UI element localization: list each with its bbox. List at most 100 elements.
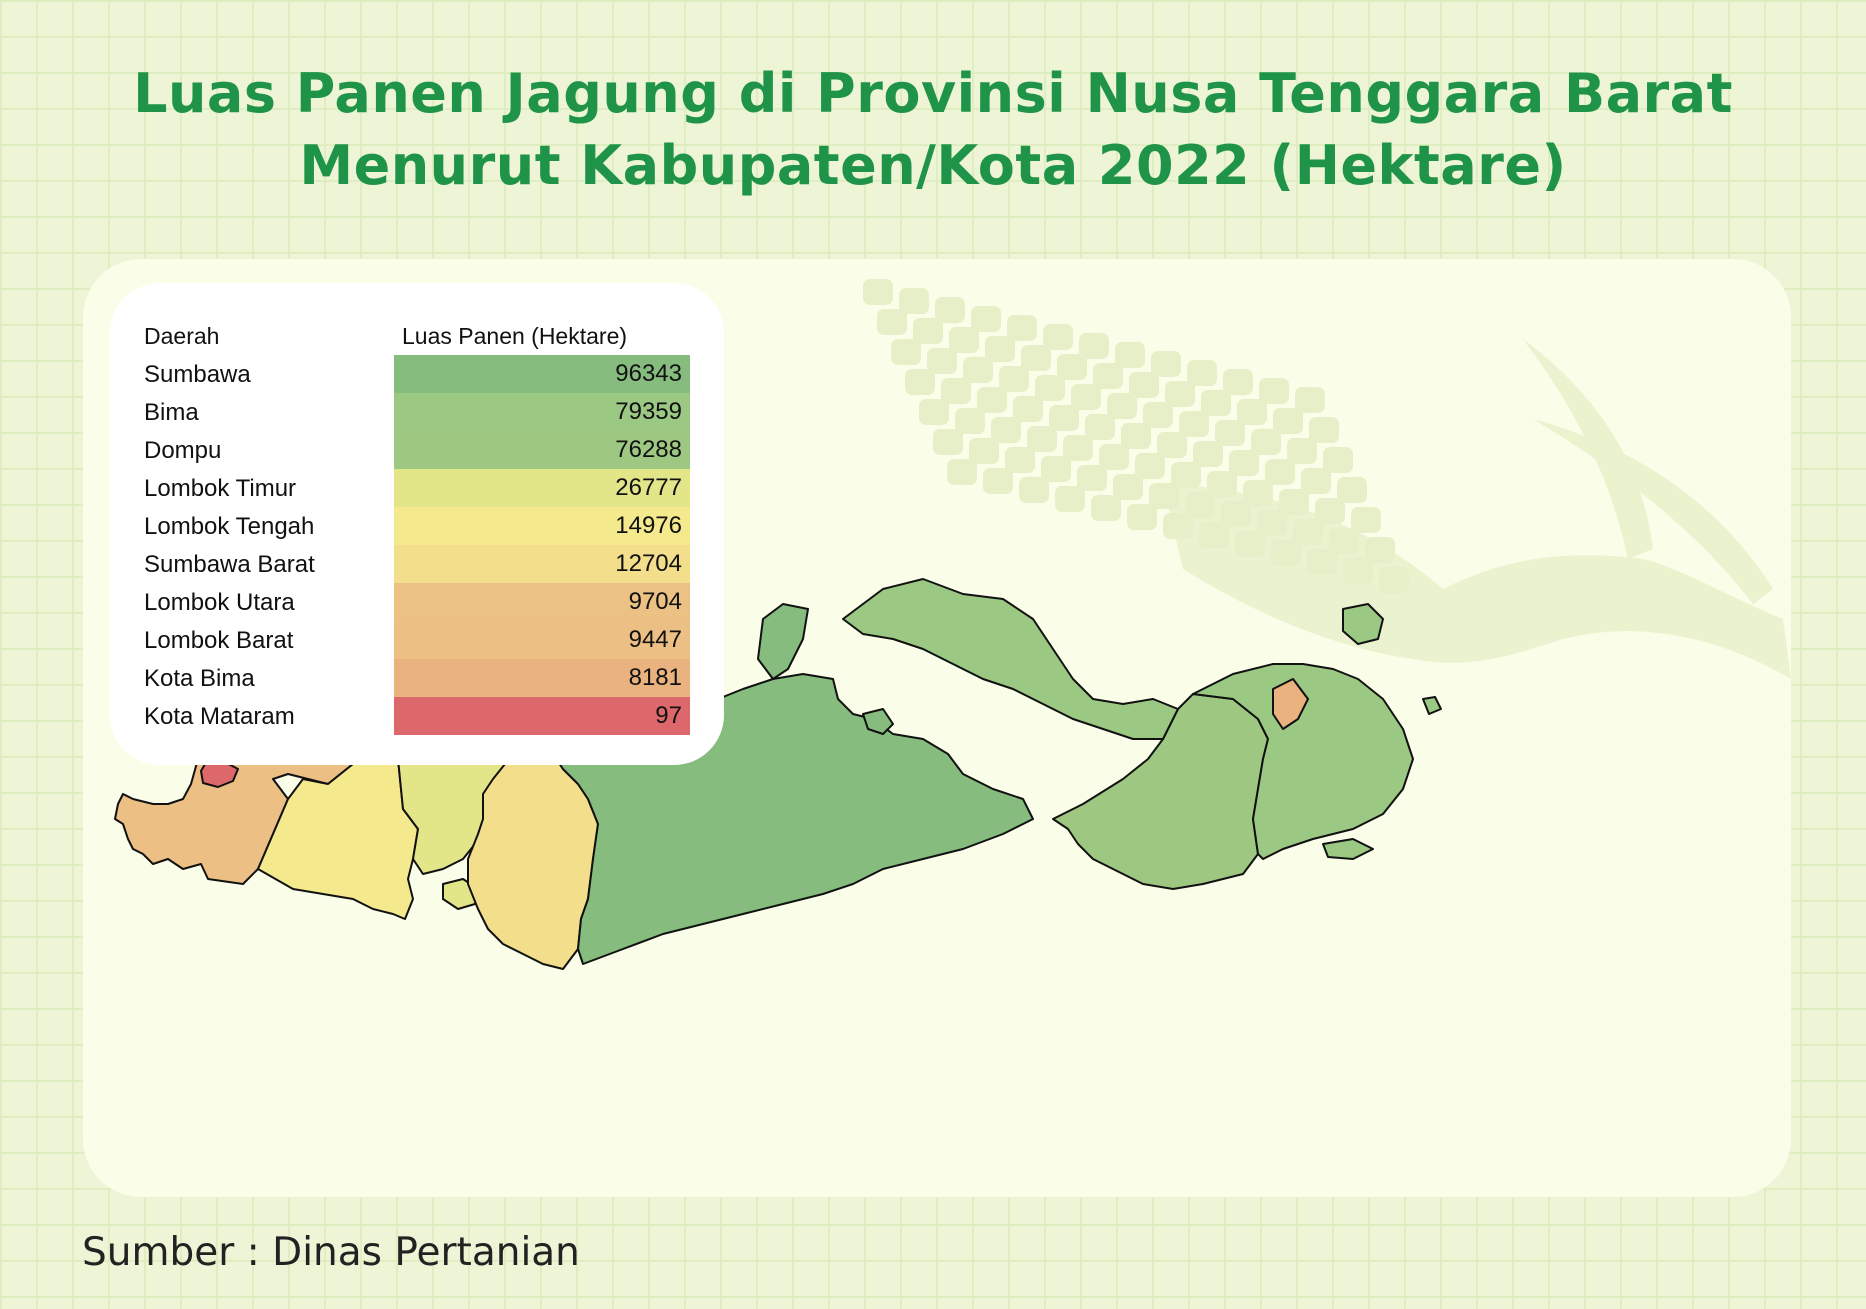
row-region-name: Dompu [144, 437, 222, 464]
row-region-name: Sumbawa Barat [144, 551, 315, 578]
corn-kernel [1007, 315, 1037, 341]
region-kota-bima [1272, 678, 1309, 730]
corn-kernel [1193, 441, 1223, 467]
title-line-1: Luas Panen Jagung di Provinsi Nusa Tengg… [133, 62, 1733, 125]
table-row: Kota Mataram 97 [110, 697, 724, 735]
corn-kernel [1115, 342, 1145, 368]
corn-kernel [1151, 351, 1181, 377]
corn-kernel [1163, 513, 1193, 539]
corn-kernel [1063, 435, 1093, 461]
corn-kernel [933, 429, 963, 455]
corn-kernel [1207, 471, 1237, 497]
data-table: Daerah Luas Panen (Hektare) Sumbawa 96343… [110, 283, 724, 765]
corn-kernel [1013, 396, 1043, 422]
corn-kernel [905, 369, 935, 395]
corn-kernel [1107, 393, 1137, 419]
corn-kernel [1165, 381, 1195, 407]
row-value-cell: 76288 [394, 431, 690, 469]
row-region-name: Lombok Tengah [144, 513, 315, 540]
table-row: Dompu 76288 [110, 431, 724, 469]
corn-kernel [969, 438, 999, 464]
corn-kernel [1079, 333, 1109, 359]
corn-kernel [1149, 483, 1179, 509]
corn-kernel [1027, 426, 1057, 452]
corn-kernel [1187, 360, 1217, 386]
islet-sumbawa-2 [862, 708, 894, 735]
corn-kernel [949, 327, 979, 353]
row-value-cell: 79359 [394, 393, 690, 431]
row-value-cell: 26777 [394, 469, 690, 507]
table-row: Bima 79359 [110, 393, 724, 431]
corn-kernel [977, 387, 1007, 413]
corn-kernel [1085, 414, 1115, 440]
corn-kernel [1265, 459, 1295, 485]
islet-bima-e [1342, 603, 1384, 645]
corn-kernel [1019, 477, 1049, 503]
corn-kernel [1229, 450, 1259, 476]
corn-kernel [991, 417, 1021, 443]
corn-kernel [941, 378, 971, 404]
row-value-cell: 14976 [394, 507, 690, 545]
corn-kernel [1041, 456, 1071, 482]
corn-kernel [1215, 420, 1245, 446]
corn-kernel [1055, 486, 1085, 512]
corn-kernel [1323, 447, 1353, 473]
row-region-name: Sumbawa [144, 361, 251, 388]
corn-kernel [1351, 507, 1381, 533]
corn-kernel [1251, 429, 1281, 455]
corn-kernel [1171, 462, 1201, 488]
corn-kernel [1005, 447, 1035, 473]
column-header-region: Daerah [144, 323, 220, 349]
corn-kernel [999, 366, 1029, 392]
corn-kernel [1221, 501, 1251, 527]
corn-kernel [1143, 402, 1173, 428]
corn-kernel [877, 309, 907, 335]
corn-kernel [1057, 354, 1087, 380]
corn-kernel [1329, 528, 1359, 554]
row-region-name: Lombok Barat [144, 627, 294, 654]
corn-kernel [1199, 522, 1229, 548]
chart-title: Luas Panen Jagung di Provinsi Nusa Tengg… [0, 58, 1866, 202]
title-line-2: Menurut Kabupaten/Kota 2022 (Hektare) [299, 134, 1567, 197]
row-region-name: Kota Mataram [144, 703, 295, 730]
column-header-value: Luas Panen (Hektare) [402, 323, 628, 349]
row-value-cell: 9447 [394, 621, 690, 659]
corn-kernel [1301, 468, 1331, 494]
corn-kernel [1287, 438, 1317, 464]
corn-kernel [1121, 423, 1151, 449]
corn-kernel [891, 339, 921, 365]
table-row: Sumbawa 96343 [110, 355, 724, 393]
corn-kernel [985, 336, 1015, 362]
row-region-name: Lombok Utara [144, 589, 295, 616]
corn-kernel [983, 468, 1013, 494]
corn-kernel [1295, 387, 1325, 413]
corn-kernel [899, 288, 929, 314]
corn-kernel [1309, 417, 1339, 443]
corn-kernel [971, 306, 1001, 332]
corn-kernel [1271, 540, 1301, 566]
corn-kernel [1035, 375, 1065, 401]
corn-kernel [1379, 567, 1409, 593]
corn-kernel [1279, 489, 1309, 515]
row-value-cell: 8181 [394, 659, 690, 697]
corn-kernel [1135, 453, 1165, 479]
corn-kernel [1185, 492, 1215, 518]
corn-kernel [1293, 519, 1323, 545]
region-bima [1192, 663, 1414, 860]
corn-kernel [919, 399, 949, 425]
corn-kernel [1129, 372, 1159, 398]
corn-kernel [1315, 498, 1345, 524]
corn-kernel [1179, 411, 1209, 437]
row-value-cell: 12704 [394, 545, 690, 583]
corn-kernel [1201, 390, 1231, 416]
corn-kernel [1049, 405, 1079, 431]
corn-kernel [1257, 510, 1287, 536]
corn-kernel [863, 279, 893, 305]
islet-bima-s [1322, 838, 1374, 860]
corn-kernel [1071, 384, 1101, 410]
source-note: Sumber : Dinas Pertanian [82, 1230, 580, 1275]
islet-sumbawa-1 [757, 603, 809, 680]
corn-kernel [1337, 477, 1367, 503]
row-value-cell: 9704 [394, 583, 690, 621]
table-row: Lombok Barat 9447 [110, 621, 724, 659]
